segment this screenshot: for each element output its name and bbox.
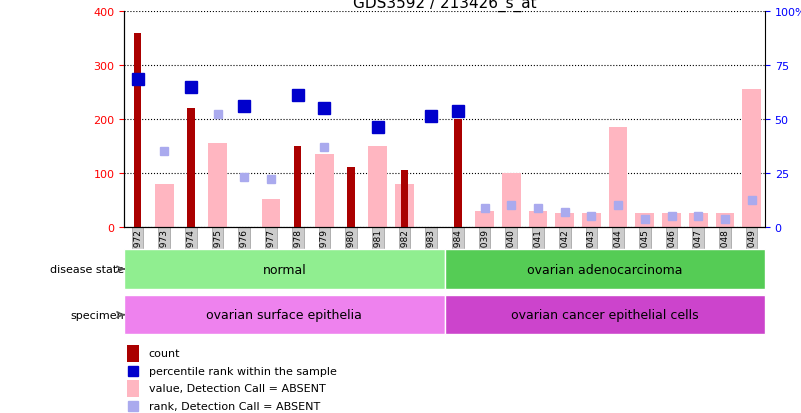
Text: percentile rank within the sample: percentile rank within the sample — [148, 366, 336, 376]
Bar — [445, 295, 765, 335]
Bar — [127, 345, 139, 362]
Bar — [743, 90, 761, 227]
Bar — [368, 147, 387, 227]
Text: rank, Detection Call = ABSENT: rank, Detection Call = ABSENT — [148, 401, 320, 411]
Bar — [475, 211, 494, 227]
Bar — [555, 214, 574, 227]
Text: specimen: specimen — [70, 310, 124, 320]
Bar — [124, 295, 445, 335]
Bar — [662, 214, 681, 227]
Text: count: count — [148, 348, 180, 358]
Bar — [315, 154, 334, 227]
Bar — [582, 214, 601, 227]
Title: GDS3592 / 213426_s_at: GDS3592 / 213426_s_at — [352, 0, 537, 12]
Text: ovarian adenocarcinoma: ovarian adenocarcinoma — [527, 263, 682, 276]
Bar — [294, 147, 301, 227]
Bar — [635, 214, 654, 227]
Text: ovarian surface epithelia: ovarian surface epithelia — [207, 309, 362, 321]
Text: ovarian cancer epithelial cells: ovarian cancer epithelial cells — [511, 309, 698, 321]
Bar — [208, 144, 227, 227]
Text: normal: normal — [263, 263, 306, 276]
Bar — [715, 214, 735, 227]
Text: disease state: disease state — [50, 264, 124, 275]
Bar — [134, 34, 141, 227]
Bar — [445, 250, 765, 289]
Bar — [689, 214, 707, 227]
Bar — [127, 380, 139, 397]
Bar — [502, 173, 521, 227]
Bar — [400, 171, 409, 227]
Bar — [454, 120, 461, 227]
Bar — [609, 128, 627, 227]
Bar — [348, 168, 355, 227]
Bar — [262, 199, 280, 227]
Bar — [529, 211, 547, 227]
Bar — [187, 109, 195, 227]
Text: value, Detection Call = ABSENT: value, Detection Call = ABSENT — [148, 383, 325, 394]
Bar — [395, 184, 414, 227]
Bar — [155, 184, 174, 227]
Bar — [124, 250, 445, 289]
